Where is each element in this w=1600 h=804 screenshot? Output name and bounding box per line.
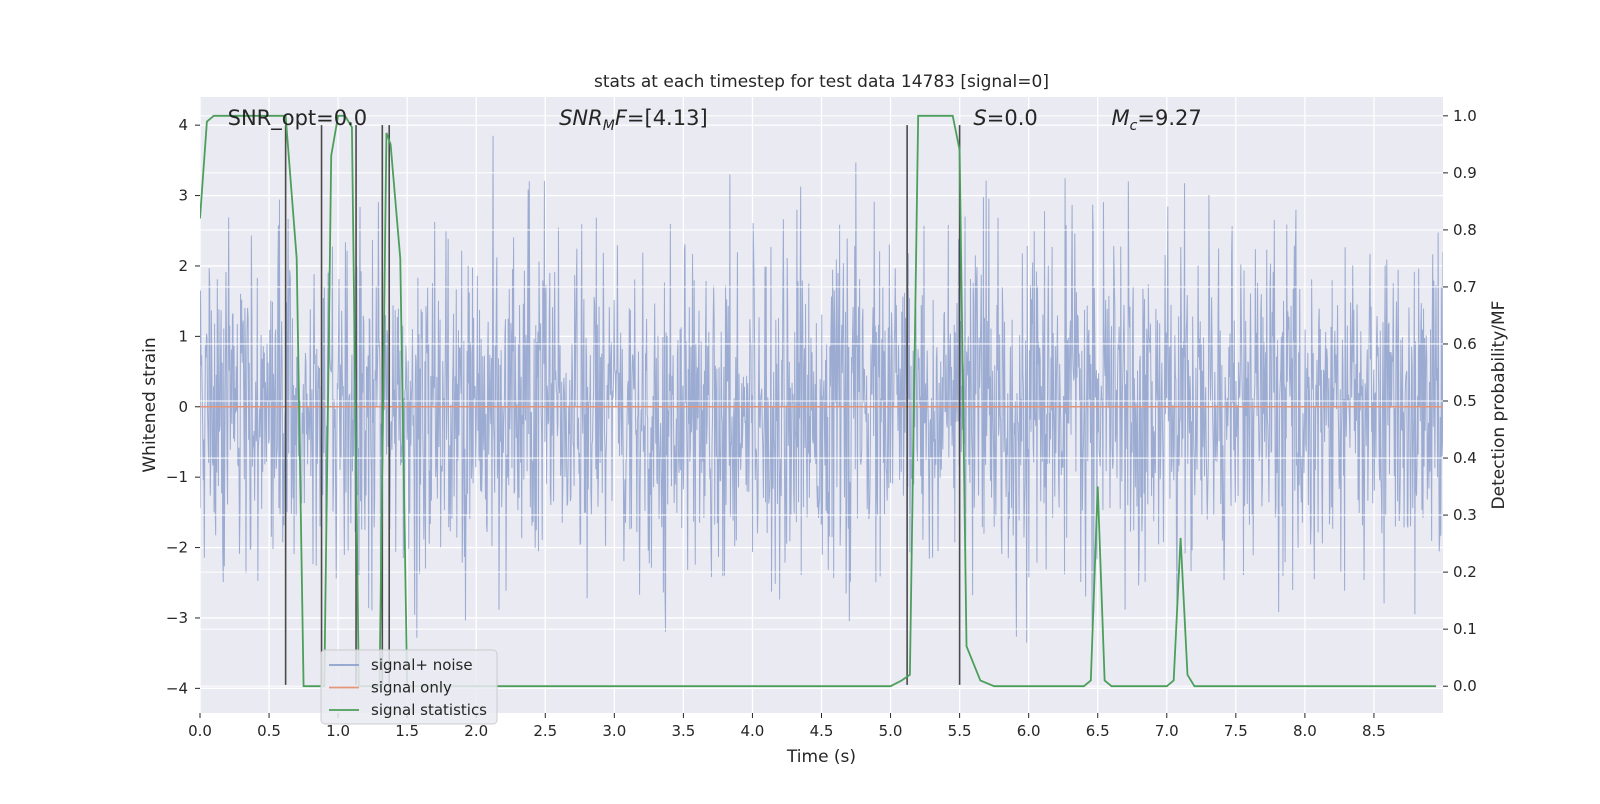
y-tick-label-right: 0.9 [1453, 164, 1477, 182]
y-axis-ticks-right: 0.0 0.1 0.2 0.3 0.4 0.5 0.6 0.7 0.8 0.9 1.0 [1443, 107, 1477, 695]
legend-label: signal only [371, 679, 452, 697]
x-tick-label: 2.0 [464, 722, 488, 740]
x-axis-ticks: 0.0 0.5 1.0 1.5 2.0 2.5 3.0 3.5 4.0 4.5 5.0 5.5 6.0 6… [188, 713, 1386, 740]
legend: signal+ noise signal only signal statistic… [320, 649, 498, 725]
y-tick-label-right: 0.1 [1453, 620, 1477, 638]
x-tick-label: 3.5 [671, 722, 695, 740]
y-tick-label-left: 1 [178, 327, 188, 345]
x-tick-label: 0.5 [257, 722, 281, 740]
y-tick-label-right: 0.7 [1453, 278, 1477, 296]
x-tick-label: 4.5 [810, 722, 834, 740]
x-tick-label: 6.0 [1017, 722, 1041, 740]
annotation-s: S=0.0 [973, 106, 1037, 130]
legend-box [320, 649, 498, 725]
y-tick-label-right: 0.6 [1453, 335, 1477, 353]
y-tick-label-left: −3 [166, 609, 188, 627]
y-tick-label-left: 0 [178, 398, 188, 416]
annotation-snr-mf: SNRMF=[4.13] [559, 106, 708, 134]
y-tick-label-right: 1.0 [1453, 107, 1477, 125]
y-tick-label-right: 0.3 [1453, 506, 1477, 524]
y-axis-ticks-left: −4 −3 −2 −1 0 1 2 3 4 [166, 116, 200, 697]
y-tick-label-left: −4 [166, 679, 188, 697]
y-tick-label-right: 0.8 [1453, 221, 1477, 239]
x-tick-label: 8.0 [1293, 722, 1317, 740]
x-tick-label: 1.5 [395, 722, 419, 740]
x-tick-label: 7.5 [1224, 722, 1248, 740]
y-tick-label-right: 0.5 [1453, 392, 1477, 410]
legend-label: signal statistics [371, 701, 487, 719]
x-tick-label: 7.0 [1155, 722, 1179, 740]
chart-title: stats at each timestep for test data 147… [594, 72, 1049, 92]
legend-label: signal+ noise [371, 656, 473, 674]
y-tick-label-right: 0.2 [1453, 563, 1477, 581]
x-tick-label: 1.0 [326, 722, 350, 740]
x-axis-label: Time (s) [786, 747, 856, 767]
y-axis-label-left: Whitened strain [140, 337, 160, 472]
x-tick-label: 2.5 [533, 722, 557, 740]
x-tick-label: 3.0 [602, 722, 626, 740]
x-tick-label: 6.5 [1086, 722, 1110, 740]
y-tick-label-left: 4 [178, 116, 188, 134]
annotation-snr-opt: SNR_opt=0.0 [228, 106, 368, 131]
y-tick-label-right: 0.4 [1453, 449, 1477, 467]
x-tick-label: 5.5 [948, 722, 972, 740]
x-tick-label: 0.0 [188, 722, 212, 740]
x-tick-label: 5.0 [879, 722, 903, 740]
y-tick-label-left: 2 [178, 257, 188, 275]
x-tick-label: 8.5 [1362, 722, 1386, 740]
y-tick-label-right: 0.0 [1453, 677, 1477, 695]
y-tick-label-left: 3 [178, 187, 188, 205]
x-tick-label: 4.0 [741, 722, 765, 740]
y-tick-label-left: −2 [166, 539, 188, 557]
y-axis-label-right: Detection probability/MF [1489, 301, 1509, 510]
y-tick-label-left: −1 [166, 468, 188, 486]
annotation-mc: Mc=9.27 [1112, 106, 1202, 134]
